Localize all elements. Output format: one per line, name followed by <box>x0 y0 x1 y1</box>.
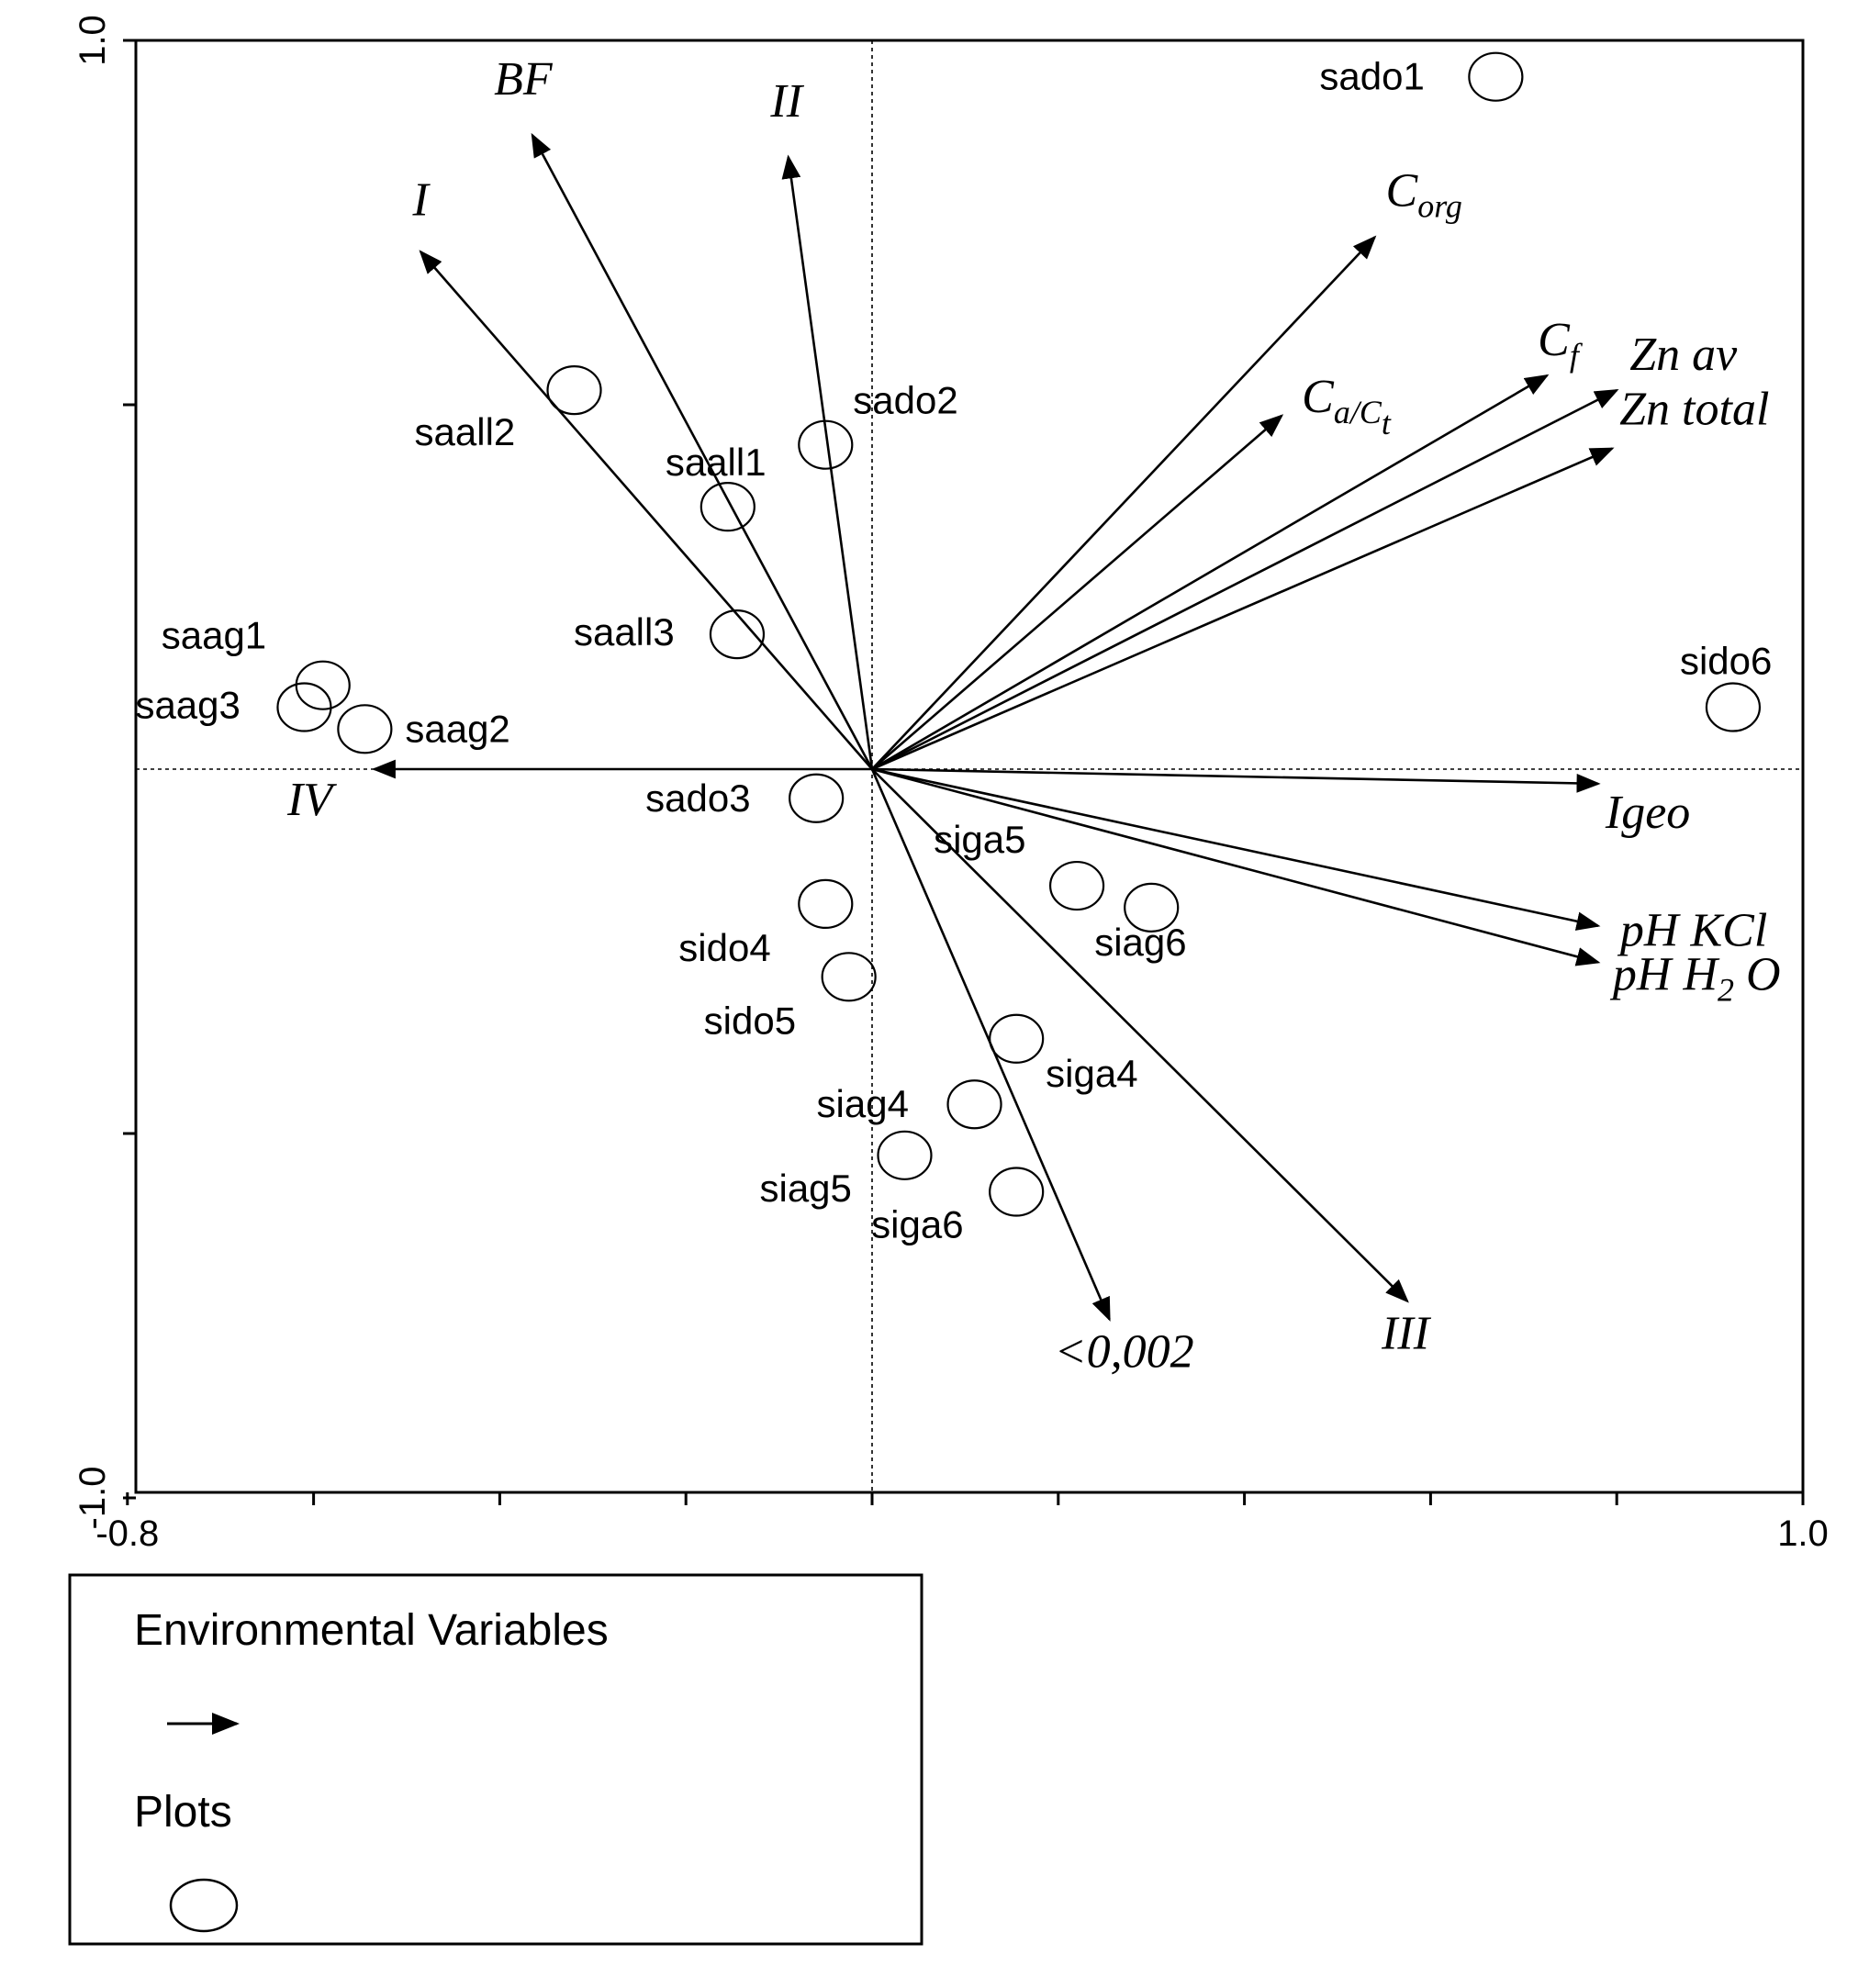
plot-label-siag4: siag4 <box>817 1082 909 1125</box>
arrow-bf <box>531 132 874 770</box>
plot-circle-siag6 <box>1124 882 1180 933</box>
plot-label-sido4: sido4 <box>678 926 770 969</box>
legend: Environmental Variables Plots <box>68 1573 923 1946</box>
plot-label-saag1: saag1 <box>162 614 266 657</box>
axis-ticks: -0.8 1.0 1.0 -1.0 <box>73 15 1829 1554</box>
plot-circle-siga5 <box>1048 860 1105 911</box>
arrow-label: <0,002 <box>1055 1325 1194 1378</box>
plot-label-siag5: siag5 <box>759 1167 851 1210</box>
arrow-label: I <box>412 173 431 226</box>
arrow-label: pH H2 O <box>1609 948 1781 1008</box>
arrow-label: Ca/Ct <box>1302 371 1392 441</box>
plot-label-siga5: siga5 <box>934 818 1025 861</box>
plot-frame <box>134 39 1805 1494</box>
arrow-zn-av <box>871 388 1619 771</box>
arrow-iii <box>871 768 1409 1303</box>
plot-circle-siag5 <box>877 1130 933 1180</box>
plot-circle-sido6 <box>1705 682 1762 732</box>
plot-circle-saag3 <box>276 682 332 732</box>
arrow-cf <box>871 374 1550 771</box>
plot-label-sido6: sido6 <box>1680 640 1772 683</box>
arrow-ph-h2o <box>871 767 1601 966</box>
plot-label-siga4: siga4 <box>1046 1052 1137 1095</box>
arrow-label: III <box>1381 1308 1432 1360</box>
arrow-label: Zn av <box>1629 329 1738 381</box>
plot-circle-sado3 <box>789 773 845 823</box>
legend-circle-symbol <box>169 1878 239 1933</box>
arrow-label: II <box>769 75 804 128</box>
arrow-label: Corg <box>1386 164 1462 224</box>
plot-circle-siag4 <box>946 1079 1002 1130</box>
plot-label-sado1: sado1 <box>1319 55 1424 98</box>
legend-label-plots: Plots <box>134 1788 232 1837</box>
plot-label-sido5: sido5 <box>704 999 796 1042</box>
plot-label-saag3: saag3 <box>135 684 240 727</box>
x-tick-label: -0.8 <box>95 1513 159 1554</box>
arrow-zn-total <box>871 447 1615 771</box>
arrow-corg <box>871 235 1377 770</box>
plot-circle-saall3 <box>709 609 766 660</box>
arrow-label: Zn total <box>1619 384 1769 436</box>
legend-label-environmental-variables: Environmental Variables <box>134 1606 609 1655</box>
arrow-ii <box>781 154 874 770</box>
plot-label-saall3: saall3 <box>574 610 675 653</box>
plot-label-siga6: siga6 <box>871 1203 963 1246</box>
plot-circle-siga4 <box>989 1013 1045 1064</box>
plot-label-saag2: saag2 <box>405 707 509 750</box>
plot-circle-saall1 <box>700 482 756 532</box>
arrow-label: BF <box>494 53 554 106</box>
arrow-label: pH KCl <box>1617 905 1767 957</box>
legend-box <box>68 1573 923 1946</box>
plot-circle-saall2 <box>546 365 602 416</box>
plot-label-sado2: sado2 <box>853 379 957 422</box>
arrow-i <box>419 250 873 770</box>
arrow-label: Igeo <box>1605 787 1690 839</box>
plot-label-saall1: saall1 <box>666 441 767 484</box>
plot-circle-sado1 <box>1468 51 1524 102</box>
arrow-ph-kcl <box>871 767 1601 931</box>
plot-label-siag6: siag6 <box>1094 921 1186 964</box>
plot-circle-saag1 <box>295 660 351 710</box>
plot-label-saall2: saall2 <box>415 410 516 453</box>
plot-circle-sido5 <box>821 952 877 1002</box>
x-tick-label: 1.0 <box>1777 1513 1829 1554</box>
plot-circle-saag2 <box>337 704 393 754</box>
y-tick-label: 1.0 <box>73 15 113 66</box>
y-tick-label: -1.0 <box>73 1467 113 1530</box>
plot-circle-sido4 <box>798 878 854 929</box>
plot-circle-sado2 <box>798 419 854 470</box>
arrow-label: Cf <box>1538 314 1584 374</box>
arrow-label: IV <box>286 774 337 826</box>
plot-circle-siga6 <box>989 1167 1045 1217</box>
arrow-igeo <box>871 767 1601 793</box>
plot-circles: sado1 saall2 sado2 saall1 saall3 saag1 saag3 sa… <box>135 51 1772 1246</box>
plot-label-sado3: sado3 <box>645 776 750 820</box>
arrow-ca-c <box>871 414 1284 770</box>
